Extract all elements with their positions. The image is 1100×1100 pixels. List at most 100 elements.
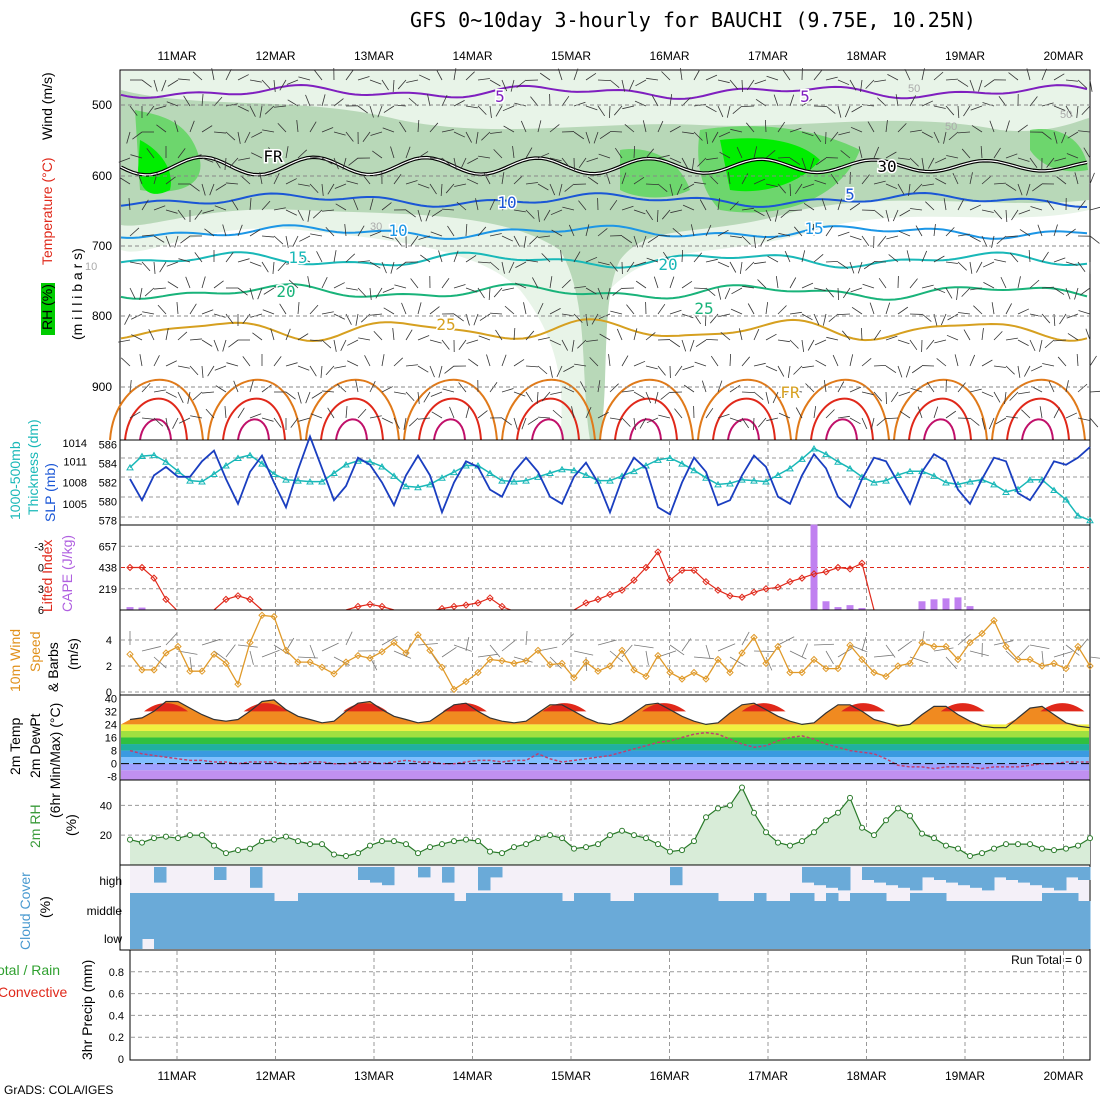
wind10m-frame bbox=[119, 609, 1091, 696]
thickness-marker bbox=[486, 469, 494, 477]
wind-barb bbox=[521, 417, 527, 430]
wind-barb bbox=[1059, 313, 1067, 325]
wind-barb bbox=[131, 313, 143, 320]
wind-barb bbox=[634, 100, 647, 107]
wind-barb bbox=[563, 365, 575, 372]
wind-barb bbox=[774, 209, 779, 222]
cape-label: CAPE (J/kg) bbox=[59, 535, 75, 612]
wind10m-barb bbox=[381, 635, 398, 646]
wind-barb bbox=[1074, 287, 1079, 300]
cloud-low-cell bbox=[730, 921, 743, 949]
wind-barb bbox=[585, 131, 591, 144]
wind-barb bbox=[477, 78, 490, 81]
lifted-index-marker bbox=[774, 583, 782, 592]
temp2m-tick: 16 bbox=[105, 733, 117, 745]
wind-barb bbox=[453, 284, 466, 289]
thickness-marker bbox=[1050, 486, 1058, 494]
wind-barb bbox=[360, 313, 371, 323]
temperature-contours bbox=[109, 83, 1088, 441]
wind-barb bbox=[335, 203, 347, 211]
date-label-bottom: 17MAR bbox=[748, 1069, 788, 1083]
wind-barb bbox=[321, 94, 326, 107]
wind-barb bbox=[1030, 206, 1043, 211]
wind-barb bbox=[393, 174, 402, 185]
wind-barb bbox=[1041, 251, 1049, 263]
wind-barb bbox=[237, 74, 249, 81]
cloud-middle-cell bbox=[262, 893, 275, 921]
wind-barb bbox=[344, 224, 347, 237]
contour-40-loop bbox=[433, 418, 466, 441]
wind-barb bbox=[926, 381, 935, 393]
wind-barb bbox=[729, 353, 732, 367]
wind-barb bbox=[321, 277, 328, 289]
wind-barb bbox=[778, 412, 791, 419]
slp-series bbox=[126, 433, 1094, 524]
thickness-marker bbox=[750, 477, 758, 484]
wind-barb bbox=[370, 131, 383, 136]
contour-40-loop bbox=[629, 418, 662, 441]
wind10m-speed-series bbox=[126, 611, 1094, 694]
wind-barb bbox=[1005, 120, 1010, 133]
wind-barb bbox=[429, 157, 442, 160]
thickness-marker bbox=[138, 452, 146, 460]
wind-barb bbox=[1005, 303, 1012, 315]
wind-barb bbox=[954, 354, 959, 367]
wind-barb bbox=[998, 96, 1007, 107]
wind-barb bbox=[578, 157, 587, 169]
wind10m-barb bbox=[873, 654, 894, 658]
wind-barb bbox=[674, 408, 683, 419]
wind10m-speed-marker bbox=[210, 650, 218, 659]
wind-barb bbox=[1065, 105, 1073, 117]
thickness-label-2: Thickness (dm) bbox=[25, 419, 41, 515]
lifted-index-marker bbox=[690, 566, 698, 575]
wind-barb bbox=[297, 302, 300, 315]
wind-barb bbox=[691, 157, 695, 170]
wind-barb bbox=[520, 120, 527, 133]
date-label-bottom: 12MAR bbox=[255, 1069, 295, 1083]
lifted-index-marker bbox=[462, 601, 470, 609]
cloud-low-cell bbox=[838, 921, 851, 949]
wind-barb bbox=[1024, 365, 1031, 377]
wind10m-speed-marker bbox=[582, 658, 590, 666]
wind-barb bbox=[417, 302, 422, 315]
precip-panel: 0.80.60.40.20 Run Total = 0 Total / Rain… bbox=[0, 949, 1091, 1066]
wind-barb bbox=[634, 261, 647, 267]
wind10m-speed-marker bbox=[882, 672, 890, 681]
wind-barb bbox=[699, 199, 707, 211]
wind-barb bbox=[969, 354, 976, 367]
slp-label: SLP (mb) bbox=[42, 463, 58, 522]
cloud-high-cell bbox=[946, 867, 959, 883]
lifted-index-marker bbox=[642, 563, 650, 572]
wind-barb bbox=[129, 261, 142, 265]
wind-barb bbox=[561, 157, 570, 168]
wind-barb bbox=[946, 334, 959, 341]
wind-barb bbox=[897, 365, 903, 378]
wind-barb bbox=[890, 391, 899, 403]
wind-barb bbox=[741, 173, 749, 185]
wind-barb bbox=[242, 356, 251, 367]
cloud-middle-cell bbox=[622, 901, 635, 921]
wind10m-barb bbox=[501, 640, 516, 652]
wind-barb bbox=[738, 328, 743, 341]
contour-35-loop bbox=[124, 397, 188, 441]
lifted-index-marker bbox=[366, 600, 374, 609]
wind-barb bbox=[541, 253, 551, 263]
wind-barb bbox=[794, 183, 803, 195]
rh2m-marker bbox=[751, 809, 757, 816]
wind-barb bbox=[573, 313, 583, 323]
cloud-middle-cell bbox=[502, 893, 515, 921]
cloud-middle-cell bbox=[298, 893, 311, 921]
wind-barb bbox=[802, 365, 815, 369]
wind-barb bbox=[948, 131, 959, 141]
wind-barb bbox=[885, 335, 898, 341]
date-label-top: 13MAR bbox=[354, 49, 394, 63]
wind-barb bbox=[430, 231, 443, 237]
cloud-high-cell bbox=[886, 867, 899, 886]
wind-barb bbox=[249, 79, 262, 83]
wind-barb bbox=[177, 148, 186, 159]
rh2m-marker bbox=[1075, 842, 1081, 849]
wind-barb bbox=[705, 407, 714, 419]
cloud-middle-cell bbox=[814, 901, 827, 921]
wind-barb bbox=[222, 224, 227, 237]
